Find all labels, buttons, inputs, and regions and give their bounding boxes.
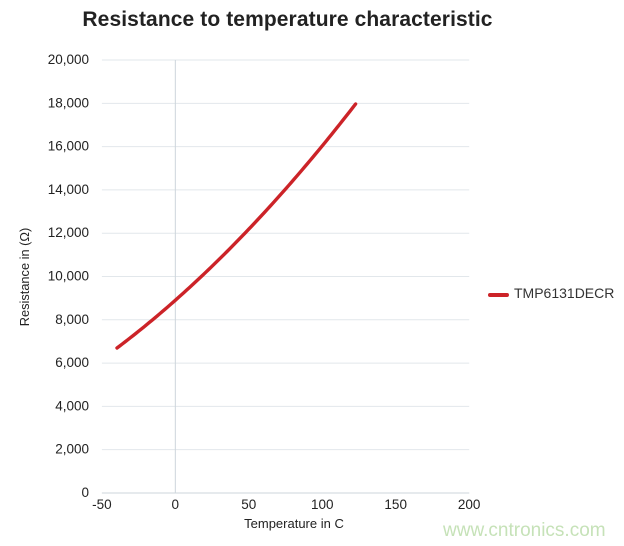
svg-text:18,000: 18,000: [48, 95, 89, 110]
svg-text:150: 150: [384, 497, 407, 512]
svg-text:6,000: 6,000: [55, 355, 89, 370]
svg-text:16,000: 16,000: [48, 139, 89, 154]
svg-text:10,000: 10,000: [48, 269, 89, 284]
svg-text:12,000: 12,000: [48, 225, 89, 240]
svg-text:100: 100: [311, 497, 334, 512]
svg-text:4,000: 4,000: [55, 398, 89, 413]
svg-text:14,000: 14,000: [48, 182, 89, 197]
svg-text:20,000: 20,000: [48, 52, 89, 67]
svg-text:2,000: 2,000: [55, 442, 89, 457]
svg-text:50: 50: [241, 497, 256, 512]
svg-text:-50: -50: [92, 497, 112, 512]
svg-text:0: 0: [172, 497, 180, 512]
svg-text:8,000: 8,000: [55, 312, 89, 327]
svg-text:0: 0: [81, 485, 89, 500]
svg-text:200: 200: [458, 497, 481, 512]
